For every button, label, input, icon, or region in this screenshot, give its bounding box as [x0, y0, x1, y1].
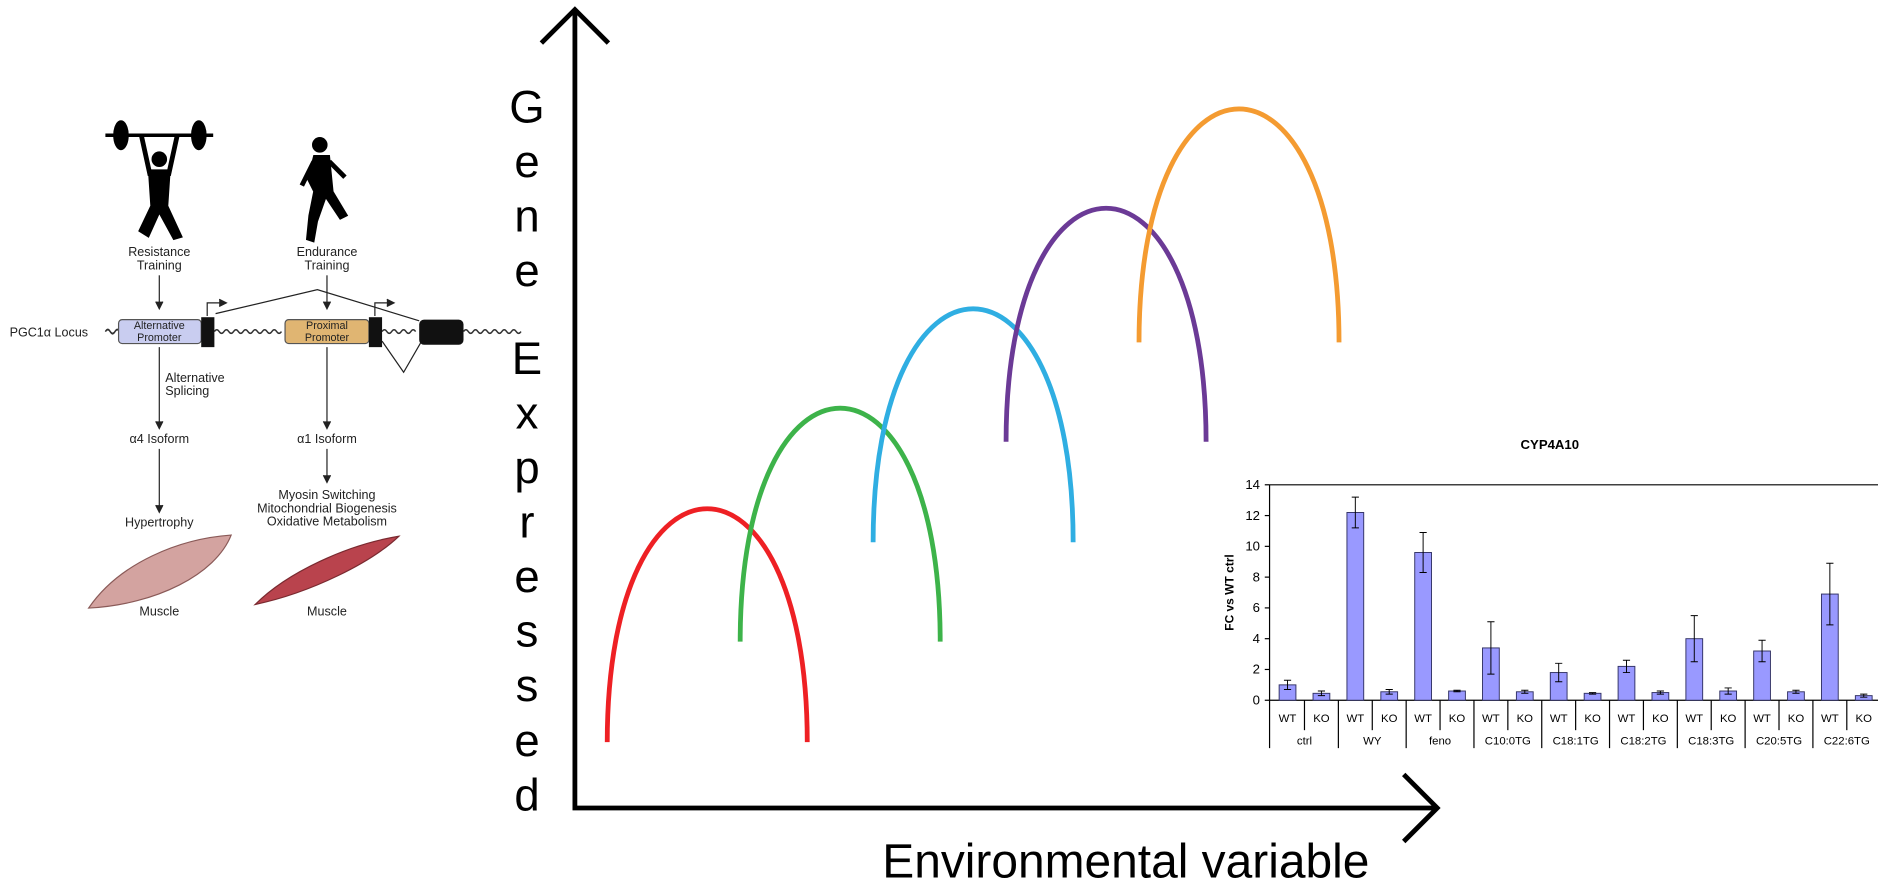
x-tick-label: KO	[1856, 713, 1873, 725]
error-bar	[1860, 693, 1868, 698]
x-tick-label: KO	[1788, 713, 1805, 725]
x-tick-label: KO	[1584, 713, 1601, 725]
group-label: feno	[1429, 736, 1451, 748]
runner-icon	[299, 137, 349, 243]
group-label: ctrl	[1297, 736, 1312, 748]
x-tick-label: KO	[1652, 713, 1669, 725]
error-bar	[1588, 692, 1597, 695]
resistance-label: Training	[137, 258, 182, 272]
chart-title: CYP4A10	[1521, 437, 1580, 452]
x-tick-label: WT	[1550, 713, 1568, 725]
group-label: C10:0TG	[1485, 736, 1531, 748]
a1-effect: Mitochondrial Biogenesis	[257, 501, 397, 515]
error-bar	[1724, 687, 1732, 695]
x-axis-arrow	[572, 772, 1441, 844]
resistance-label: Resistance	[128, 245, 190, 259]
bar	[1414, 552, 1432, 701]
error-bar	[1826, 562, 1834, 626]
splicing-label: Splicing	[165, 384, 209, 398]
group-label: C22:6TG	[1824, 736, 1870, 748]
exon	[419, 319, 464, 345]
error-bar	[1385, 688, 1393, 695]
locus-label: PGC1α Locus	[10, 325, 89, 339]
endurance-label: Endurance	[297, 245, 358, 259]
error-bar	[1419, 532, 1427, 573]
curve	[1136, 106, 1342, 343]
y-tick-label: 0	[1253, 692, 1260, 707]
exon	[368, 317, 383, 348]
pgc1a-diagram: Resistance Training Endurance Training P…	[10, 120, 522, 618]
error-bar	[1317, 690, 1326, 697]
arrows	[104, 275, 423, 514]
x-tick-label: WT	[1685, 713, 1703, 725]
splicing-label: Alternative	[165, 371, 224, 385]
muscle-icon	[253, 535, 401, 606]
curve	[1003, 206, 1209, 442]
y-tick-label: 4	[1253, 631, 1260, 646]
error-bar	[1656, 690, 1664, 695]
group-label: WY	[1363, 736, 1382, 748]
bar-chart: CYP4A10 FC vs WT ctrl 0 2 4 6 8 10 12 14 WT KO WT KO W…	[1223, 437, 1878, 749]
a1-label: α1 Isoform	[297, 432, 357, 446]
endurance-label: Training	[305, 258, 350, 272]
x-tick-label: WT	[1279, 713, 1297, 725]
prox-promoter-label: Promoter	[305, 332, 350, 344]
alt-promoter-label: Alternative	[134, 320, 185, 332]
group-label: C18:3TG	[1688, 736, 1734, 748]
error-bar	[1555, 662, 1563, 683]
error-bar	[1792, 689, 1800, 694]
x-tick-label: KO	[1449, 713, 1466, 725]
x-tick-label: KO	[1313, 713, 1330, 725]
hypertrophy-label: Hypertrophy	[125, 516, 194, 530]
niche-diagram	[539, 6, 1441, 844]
x-tick-label: KO	[1720, 713, 1737, 725]
error-bar	[1453, 689, 1461, 693]
x-axis-label: Environmental variable	[882, 835, 1369, 881]
x-tick-label: WT	[1753, 713, 1771, 725]
error-bar	[1521, 689, 1529, 694]
exon	[201, 317, 215, 348]
y-axis-arrow	[539, 6, 611, 810]
x-tick-label: WT	[1346, 713, 1364, 725]
y-axis-label: Gene	[501, 81, 552, 299]
error-bar	[1487, 621, 1495, 675]
x-tick-label: WT	[1482, 713, 1500, 725]
y-tick-label: 14	[1245, 477, 1260, 492]
muscle-icon	[87, 534, 233, 609]
x-tick-label: WT	[1414, 713, 1432, 725]
weightlifter-icon	[105, 120, 214, 241]
y-axis-label: Expressed	[501, 333, 552, 824]
y-tick-label: 2	[1253, 662, 1260, 677]
curve	[870, 306, 1076, 543]
y-tick-label: 10	[1245, 539, 1260, 554]
group-label: C20:5TG	[1756, 736, 1802, 748]
curve	[604, 506, 810, 743]
y-tick-label: 6	[1253, 600, 1260, 615]
bar	[1346, 512, 1365, 701]
x-tick-label: WT	[1618, 713, 1636, 725]
y-tick-label: 12	[1245, 508, 1260, 523]
group-label: C18:2TG	[1620, 736, 1666, 748]
error-bar	[1622, 659, 1631, 674]
y-axis-label: FC vs WT ctrl	[1223, 554, 1237, 630]
y-tick-label: 8	[1253, 569, 1260, 584]
muscle-label: Muscle	[307, 604, 347, 618]
error-bar	[1758, 639, 1766, 663]
error-bar	[1690, 615, 1698, 663]
alt-promoter-label: Promoter	[137, 332, 182, 344]
muscle-label: Muscle	[139, 604, 179, 618]
group-label: C18:1TG	[1553, 736, 1599, 748]
a1-effect: Oxidative Metabolism	[267, 514, 387, 528]
error-bar	[1283, 679, 1292, 690]
x-tick-label: KO	[1381, 713, 1398, 725]
a1-effect: Myosin Switching	[278, 488, 375, 502]
error-bar	[1351, 496, 1359, 529]
a4-label: α4 Isoform	[129, 432, 189, 446]
curve	[737, 406, 943, 642]
prox-promoter-label: Proximal	[306, 320, 348, 332]
x-tick-label: WT	[1821, 713, 1839, 725]
x-tick-label: KO	[1517, 713, 1534, 725]
bar	[1448, 690, 1466, 701]
